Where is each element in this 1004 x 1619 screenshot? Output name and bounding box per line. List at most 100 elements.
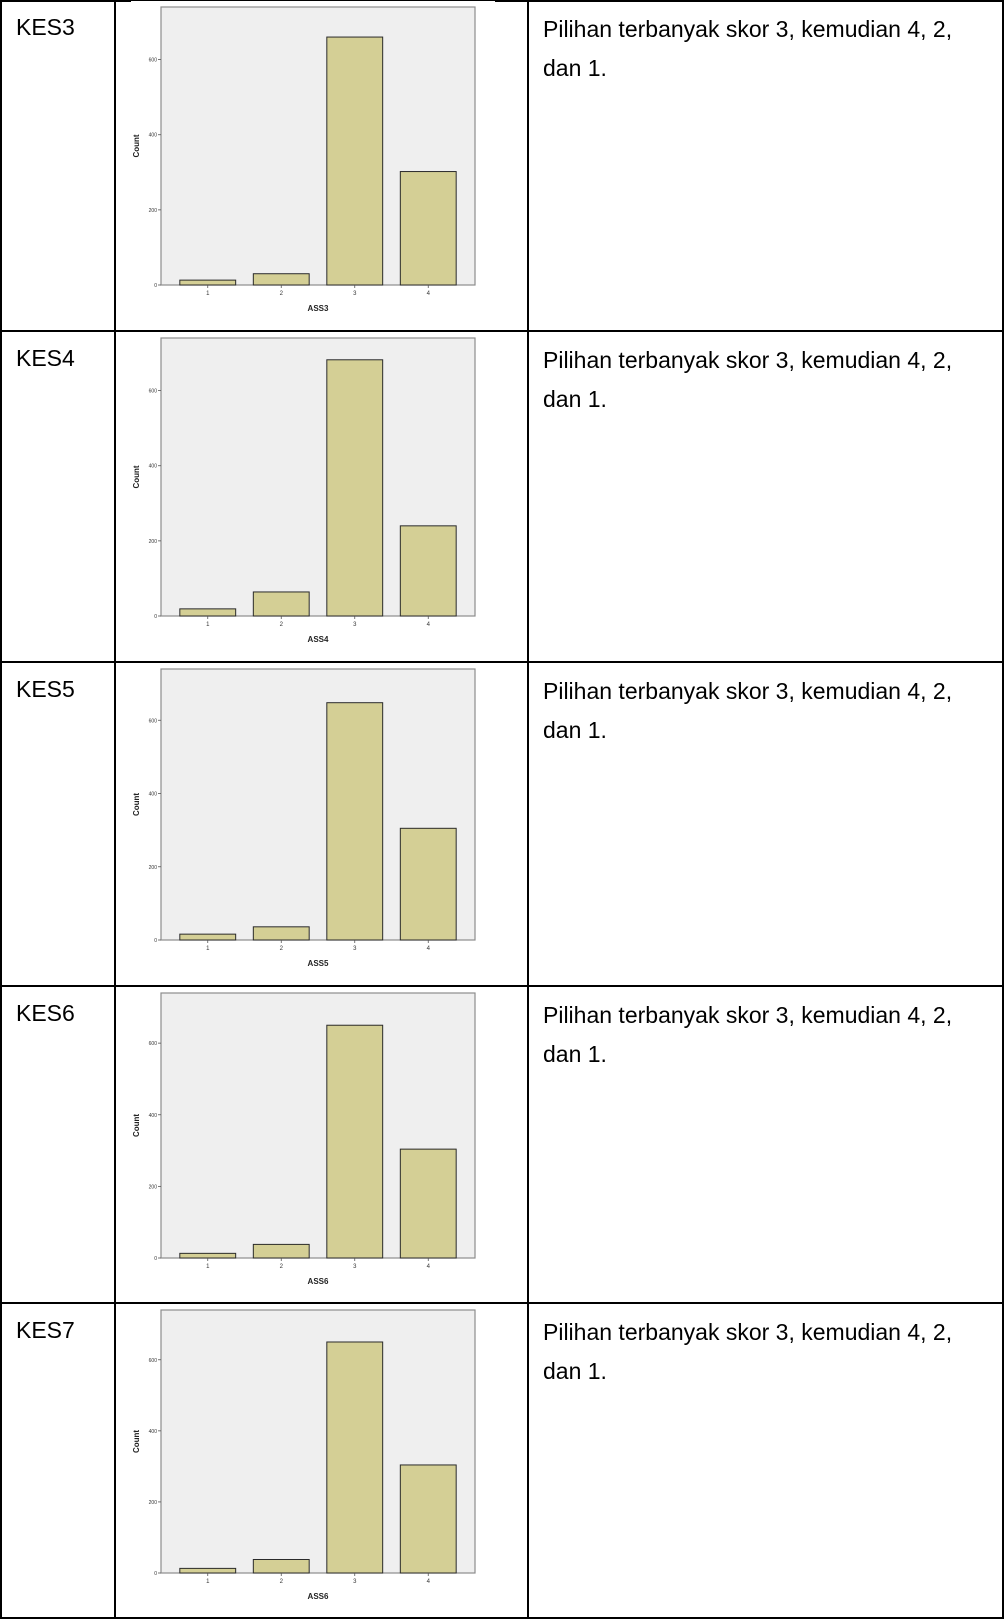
bar	[252, 273, 310, 286]
x-tick-label: 1	[206, 622, 210, 628]
x-axis-label: ASS6	[308, 1277, 329, 1286]
bar	[179, 1567, 237, 1574]
bar	[252, 1558, 310, 1574]
y-tick-label: 400	[149, 133, 158, 139]
row-description: Pilihan terbanyak skor 3, kemudian 4, 2,…	[543, 16, 953, 81]
x-axis-label: ASS6	[308, 1592, 329, 1601]
x-tick-label: 1	[206, 946, 210, 952]
x-tick-label: 4	[427, 622, 431, 628]
y-tick-label: 0	[154, 614, 157, 620]
y-tick-label: 400	[149, 1429, 158, 1435]
table-row: KES4 0 200 400 600 1 2 3 4 ASS4 Count Pilihan ter…	[0, 331, 1004, 661]
table-border-col1	[114, 0, 116, 1619]
y-axis-label: Count	[132, 793, 141, 816]
table-row: KES3 0 200 400 600 1 2 3 4 ASS3 Count Pilihan ter…	[0, 0, 1004, 330]
x-tick-label: 4	[427, 1579, 431, 1585]
x-tick-label: 2	[280, 1579, 284, 1585]
bar	[326, 36, 384, 286]
y-axis-label: Count	[132, 134, 141, 157]
bar	[399, 1148, 457, 1259]
y-tick-label: 600	[149, 58, 158, 64]
y-axis-label: Count	[132, 1114, 141, 1137]
x-tick-label: 4	[427, 1264, 431, 1270]
x-tick-label: 1	[206, 291, 210, 297]
x-tick-label: 2	[280, 1264, 284, 1270]
table-row-divider	[0, 661, 1004, 663]
y-axis-label: Count	[132, 1430, 141, 1453]
bar	[399, 171, 457, 286]
bar	[326, 1341, 384, 1574]
bar	[252, 591, 310, 617]
y-tick-label: 600	[149, 1041, 158, 1047]
bar-chart: 0 200 400 600 1 2 3 4 ASS5 Count	[131, 663, 495, 984]
y-axis-label: Count	[132, 465, 141, 488]
bar-chart: 0 200 400 600 1 2 3 4 ASS6 Count	[131, 987, 495, 1302]
y-tick-label: 0	[154, 283, 157, 289]
x-tick-label: 4	[427, 291, 431, 297]
row-description: Pilihan terbanyak skor 3, kemudian 4, 2,…	[543, 678, 953, 743]
bar	[252, 926, 310, 941]
y-tick-label: 200	[149, 1500, 158, 1506]
x-axis-label: ASS3	[308, 304, 329, 313]
row-description: Pilihan terbanyak skor 3, kemudian 4, 2,…	[543, 1319, 953, 1384]
table-row: KES7 0 200 400 600 1 2 3 4 ASS6 Count Pilihan ter…	[0, 1303, 1004, 1618]
y-tick-label: 200	[149, 539, 158, 545]
bar	[326, 1024, 384, 1259]
table-border-right	[1002, 0, 1004, 1619]
x-tick-label: 3	[353, 946, 357, 952]
x-tick-label: 3	[353, 1579, 357, 1585]
x-axis-label: ASS4	[308, 635, 329, 644]
y-tick-label: 0	[154, 938, 157, 944]
y-tick-label: 400	[149, 464, 158, 470]
x-tick-label: 3	[353, 1264, 357, 1270]
y-tick-label: 600	[149, 389, 158, 395]
chart-svg: 0 200 400 600 1 2 3 4 ASS6 Count	[132, 992, 476, 1286]
row-label: KES5	[16, 676, 75, 702]
row-description: Pilihan terbanyak skor 3, kemudian 4, 2,…	[543, 1002, 953, 1067]
row-label: KES7	[16, 1317, 75, 1343]
y-tick-label: 200	[149, 1184, 158, 1190]
x-tick-label: 1	[206, 1579, 210, 1585]
chart-svg: 0 200 400 600 1 2 3 4 ASS4 Count	[132, 337, 476, 644]
table-border-col2	[527, 0, 529, 1619]
y-tick-label: 400	[149, 1113, 158, 1119]
bar	[179, 279, 237, 286]
y-tick-label: 0	[154, 1256, 157, 1262]
y-tick-label: 200	[149, 865, 158, 871]
bar-chart: 0 200 400 600 1 2 3 4 ASS4 Count	[131, 332, 495, 660]
x-tick-label: 4	[427, 946, 431, 952]
x-tick-label: 1	[206, 1264, 210, 1270]
chart-svg: 0 200 400 600 1 2 3 4 ASS5 Count	[132, 668, 476, 968]
bar	[179, 933, 237, 941]
row-description: Pilihan terbanyak skor 3, kemudian 4, 2,…	[543, 347, 953, 412]
table-border-top	[0, 0, 1004, 2]
table-row: KES5 0 200 400 600 1 2 3 4 ASS5 Count Pilihan ter…	[0, 662, 1004, 985]
bar-chart: 0 200 400 600 1 2 3 4 ASS6 Count	[131, 1304, 495, 1617]
x-tick-label: 2	[280, 946, 284, 952]
y-tick-label: 600	[149, 1358, 158, 1364]
y-tick-label: 600	[149, 718, 158, 724]
chart-svg: 0 200 400 600 1 2 3 4 ASS6 Count	[132, 1309, 476, 1601]
x-tick-label: 2	[280, 622, 284, 628]
x-tick-label: 3	[353, 622, 357, 628]
y-tick-label: 400	[149, 792, 158, 798]
bar	[252, 1243, 310, 1259]
table-row: KES6 0 200 400 600 1 2 3 4 ASS6 Count Pilihan ter…	[0, 986, 1004, 1303]
bar	[399, 827, 457, 941]
row-label: KES4	[16, 345, 75, 371]
table-border-bottom	[0, 1617, 1004, 1619]
bar	[326, 702, 384, 941]
bar	[326, 359, 384, 617]
y-tick-label: 0	[154, 1571, 157, 1577]
bar	[399, 525, 457, 617]
table-row-divider	[0, 1302, 1004, 1304]
bar	[399, 1464, 457, 1574]
bar-chart: 0 200 400 600 1 2 3 4 ASS3 Count	[131, 1, 495, 329]
bar	[179, 608, 237, 617]
row-label: KES6	[16, 1000, 75, 1026]
x-tick-label: 3	[353, 291, 357, 297]
x-axis-label: ASS5	[308, 959, 329, 968]
table-border-left	[0, 0, 2, 1619]
table-row-divider	[0, 330, 1004, 332]
